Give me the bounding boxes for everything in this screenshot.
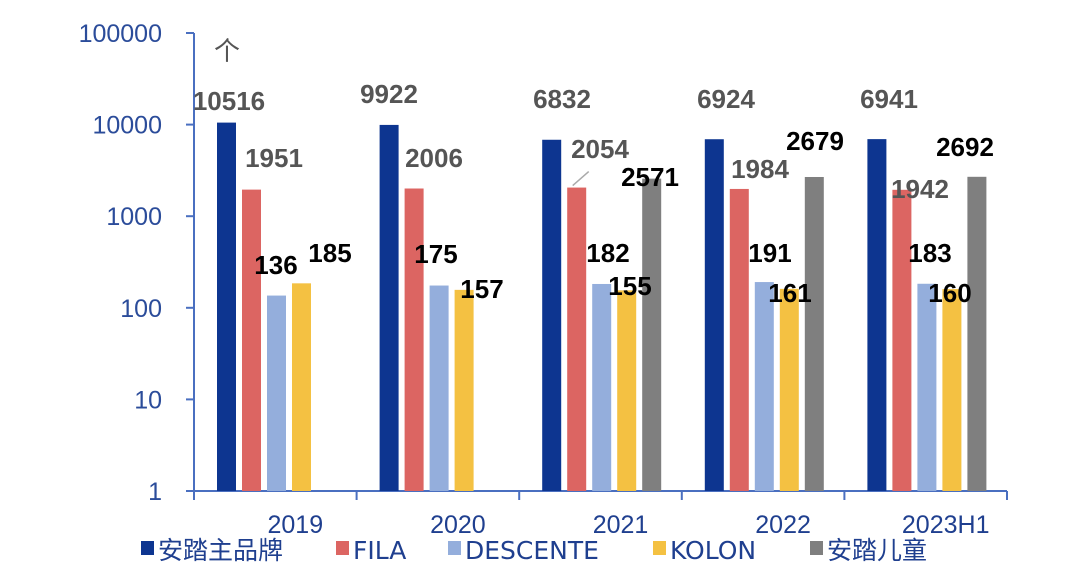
bar: [867, 139, 887, 492]
y-tick-label: 1000: [106, 203, 162, 231]
bar: [404, 188, 424, 492]
y-tick-label: 100000: [79, 20, 162, 48]
bar: [942, 289, 962, 491]
legend-swatch: [336, 541, 349, 555]
bar: [217, 122, 236, 492]
bar: [642, 178, 662, 491]
legend-label: 安踏主品牌: [158, 536, 283, 565]
data-label: 6832: [533, 84, 591, 114]
data-label: 185: [308, 238, 351, 268]
y-tick-label: 1: [148, 478, 162, 506]
legend-swatch: [448, 541, 461, 555]
data-label: 10516: [193, 86, 265, 116]
legend-label: 安踏儿童: [827, 536, 927, 565]
data-label: 2692: [936, 132, 994, 162]
bar: [967, 176, 987, 492]
data-label: 136: [254, 250, 297, 280]
bar: [454, 289, 474, 491]
bar: [779, 288, 799, 491]
bar: [754, 282, 774, 491]
data-label: 2571: [621, 162, 679, 192]
legend-swatch: [653, 541, 666, 555]
bar: [617, 290, 637, 491]
legend-swatch: [141, 541, 154, 555]
data-label: 191: [748, 238, 791, 268]
bar: [542, 139, 562, 491]
data-label: 2679: [786, 126, 844, 156]
x-tick-label: 2021: [593, 511, 649, 539]
legend: 安踏主品牌 FILA DESCENTE KOLON 安踏儿童: [141, 536, 927, 565]
data-label: 175: [414, 239, 457, 269]
bar: [592, 283, 612, 491]
bar: [379, 124, 399, 492]
bar: [917, 283, 937, 491]
bar: [567, 187, 587, 491]
y-tick-label: 10000: [92, 112, 162, 140]
x-tick-label: 2020: [430, 511, 486, 539]
legend-label: DESCENTE: [465, 536, 599, 565]
data-label: 6924: [697, 84, 755, 114]
y-tick-label: 10: [134, 386, 162, 414]
bar: [292, 283, 311, 491]
data-label: 1984: [731, 154, 789, 184]
data-label: 2006: [405, 143, 463, 173]
bar: [892, 189, 912, 491]
x-tick-label: 2022: [755, 511, 811, 539]
legend-label: FILA: [353, 536, 406, 565]
data-label: 160: [928, 278, 971, 308]
data-label: 1942: [891, 174, 949, 204]
legend-swatch: [810, 541, 823, 555]
leader-line: [572, 171, 590, 187]
bar: [429, 285, 449, 491]
data-label: 182: [586, 238, 629, 268]
data-label: 157: [460, 274, 503, 304]
bar: [267, 295, 286, 491]
data-label: 6941: [860, 84, 918, 114]
bars: [217, 122, 987, 492]
data-label: 9922: [360, 79, 418, 109]
bar: [729, 188, 749, 491]
data-label: 2054: [571, 134, 629, 164]
bar: [804, 176, 824, 492]
data-labels: 10516 9922 6832 6924 6941 1951 2006 2054 1984 194…: [193, 79, 994, 308]
y-tick-label: 100: [120, 295, 162, 323]
data-label: 1951: [245, 143, 303, 173]
x-tick-label: 2019: [267, 511, 323, 539]
bar: [704, 139, 724, 491]
data-label: 183: [908, 238, 951, 268]
data-label: 161: [768, 278, 811, 308]
unit-label: 个: [214, 37, 240, 67]
data-label: 155: [608, 271, 651, 301]
x-tick-label: 2023H1: [902, 511, 990, 539]
bar: [242, 189, 261, 491]
legend-label: KOLON: [670, 536, 756, 565]
